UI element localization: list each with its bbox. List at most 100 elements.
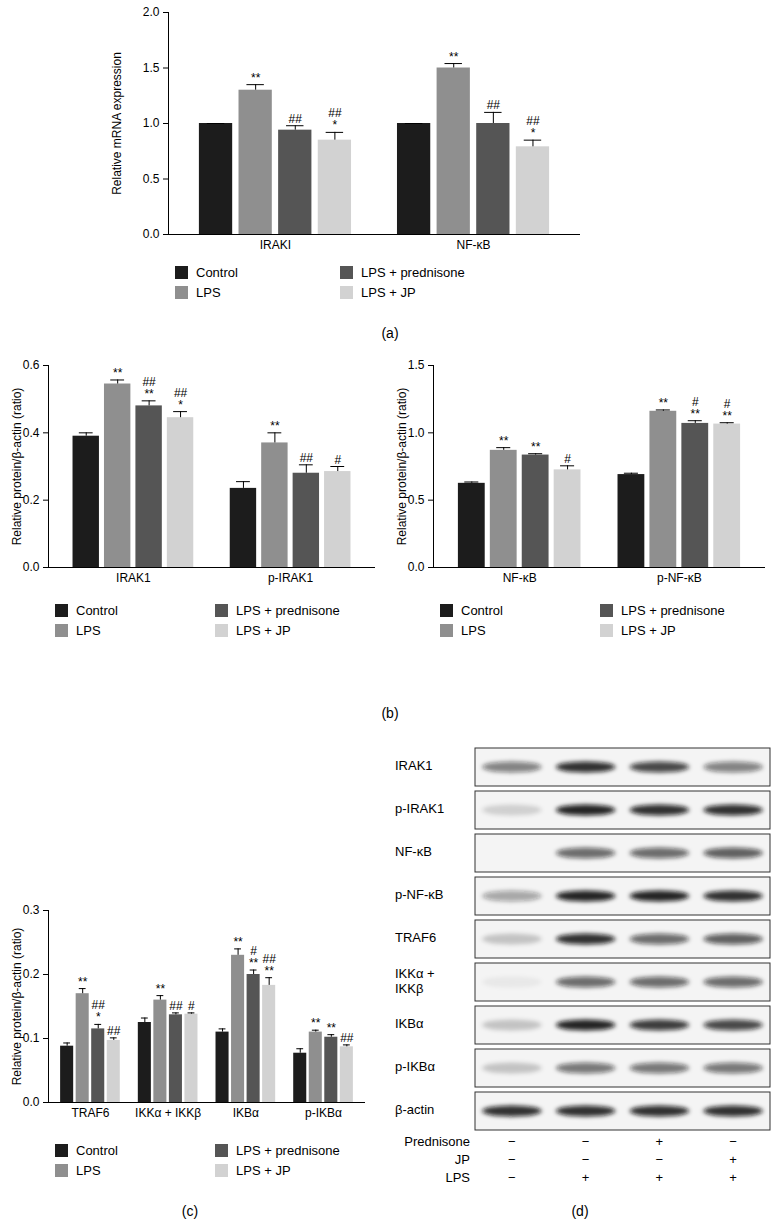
svg-text:0.1: 0.1 [23, 1031, 40, 1045]
svg-text:0.2: 0.2 [23, 967, 40, 981]
svg-text:##*: ##* [526, 114, 540, 140]
svg-text:IKKα + IKKβ: IKKα + IKKβ [135, 1106, 201, 1120]
svg-text:p-IKBα: p-IKBα [305, 1106, 342, 1120]
html-text:LPS: LPS [461, 622, 486, 638]
html-text:LPS + prednisone: LPS + prednisone [361, 264, 465, 280]
svg-text:**: ** [78, 975, 88, 989]
html-text:LPS + JP: LPS + JP [621, 622, 676, 638]
svg-text:0.0: 0.0 [143, 227, 160, 241]
svg-text:0.0: 0.0 [23, 560, 40, 574]
svg-text:NF-κB: NF-κB [457, 238, 491, 252]
svg-text:0.2: 0.2 [23, 493, 40, 507]
svg-text:+: + [582, 1170, 590, 1185]
svg-text:TRAF6: TRAF6 [71, 1106, 109, 1120]
svg-text:Prednisone: Prednisone [404, 1134, 470, 1149]
html-text:LPS: LPS [76, 1162, 101, 1178]
svg-text:Relative protein/β-actin (rati: Relative protein/β-actin (ratio) [395, 388, 409, 546]
html-text:LPS: LPS [196, 284, 221, 300]
svg-text:1.5: 1.5 [143, 61, 160, 75]
html-text:LPS + JP: LPS + JP [236, 622, 291, 638]
svg-text:0.4: 0.4 [23, 426, 40, 440]
svg-text:+: + [656, 1134, 664, 1149]
svg-text:**: ** [531, 440, 541, 454]
svg-text:JP: JP [455, 1152, 470, 1167]
svg-text:#: # [334, 453, 341, 467]
svg-text:**: ** [449, 50, 459, 64]
svg-text:**: ** [233, 935, 243, 949]
html-text:Control: Control [76, 602, 118, 618]
svg-text:0.0: 0.0 [408, 560, 425, 574]
svg-text:IKBα: IKBα [395, 1016, 424, 1031]
svg-text:NF-κB: NF-κB [503, 571, 537, 585]
svg-text:##: ## [107, 1024, 121, 1038]
svg-text:LPS: LPS [445, 1170, 470, 1185]
html-text:LPS + prednisone: LPS + prednisone [236, 602, 340, 618]
svg-text:#: # [188, 999, 195, 1013]
svg-text:+: + [656, 1170, 664, 1185]
html-text:LPS + JP: LPS + JP [361, 284, 416, 300]
svg-text:−: − [508, 1134, 516, 1149]
svg-text:0.5: 0.5 [143, 172, 160, 186]
svg-text:**: ** [156, 982, 166, 996]
svg-text:0.5: 0.5 [408, 493, 425, 507]
svg-text:p-IRAK1: p-IRAK1 [395, 801, 444, 816]
svg-text:##: ## [487, 98, 501, 112]
svg-text:**: ** [251, 71, 261, 85]
svg-text:p-IRAK1: p-IRAK1 [268, 571, 314, 585]
svg-text:1.0: 1.0 [143, 116, 160, 130]
svg-text:p-NF-κB: p-NF-κB [395, 887, 443, 902]
svg-text:**: ** [499, 434, 509, 448]
html-text:Control: Control [76, 1142, 118, 1158]
html-text:LPS + prednisone: LPS + prednisone [236, 1142, 340, 1158]
svg-text:**: ** [659, 396, 669, 410]
svg-text:0.0: 0.0 [23, 1095, 40, 1109]
svg-text:##*: ##* [174, 386, 188, 412]
svg-text:**: ** [270, 419, 280, 433]
html-text:LPS: LPS [76, 622, 101, 638]
svg-text:#**: #** [691, 395, 701, 421]
svg-text:+: + [729, 1170, 737, 1185]
svg-text:1.5: 1.5 [408, 358, 425, 372]
svg-text:2.0: 2.0 [143, 5, 160, 19]
svg-text:p-NF-κB: p-NF-κB [657, 571, 702, 585]
svg-text:Relative mRNA expression: Relative mRNA expression [110, 52, 124, 195]
svg-text:##: ## [289, 112, 303, 126]
svg-text:##: ## [340, 1031, 354, 1045]
svg-text:##*: ##* [92, 998, 106, 1024]
svg-text:IRAKI: IRAKI [260, 238, 291, 252]
svg-text:##: ## [300, 451, 314, 465]
html-text:Control: Control [461, 602, 503, 618]
svg-text:Relative protein/β-actin (rati: Relative protein/β-actin (ratio) [10, 388, 24, 546]
html-text:LPS + prednisone: LPS + prednisone [621, 602, 725, 618]
html-text:Control: Control [196, 264, 238, 280]
svg-text:Relative protein/β-actin (rati: Relative protein/β-actin (ratio) [10, 928, 24, 1086]
svg-text:IKBα: IKBα [233, 1106, 259, 1120]
svg-text:−: − [508, 1170, 516, 1185]
svg-text:1.0: 1.0 [408, 426, 425, 440]
svg-text:#**: #** [249, 944, 259, 970]
svg-text:IRAK1: IRAK1 [395, 758, 433, 773]
svg-text:**: ** [327, 1021, 337, 1035]
svg-text:**: ** [113, 366, 123, 380]
svg-text:##: ## [169, 999, 183, 1013]
svg-text:##**: ##** [142, 375, 156, 401]
svg-text:−: − [508, 1152, 516, 1167]
svg-text:IRAK1: IRAK1 [116, 571, 151, 585]
svg-text:IKKα +IKKβ: IKKα +IKKβ [395, 966, 435, 996]
svg-text:−: − [729, 1134, 737, 1149]
svg-text:0.6: 0.6 [23, 358, 40, 372]
svg-text:##**: ##** [262, 952, 276, 978]
svg-text:#**: #** [723, 397, 733, 423]
svg-text:β-actin: β-actin [395, 1102, 434, 1117]
svg-text:0.3: 0.3 [23, 903, 40, 917]
svg-text:TRAF6: TRAF6 [395, 930, 436, 945]
svg-text:−: − [656, 1152, 664, 1167]
svg-text:NF-κB: NF-κB [395, 844, 432, 859]
svg-text:#: # [564, 452, 571, 466]
svg-text:−: − [582, 1152, 590, 1167]
svg-text:p-IKBα: p-IKBα [395, 1059, 436, 1074]
svg-text:##*: ##* [328, 106, 342, 132]
svg-text:−: − [582, 1134, 590, 1149]
svg-text:**: ** [311, 1016, 321, 1030]
svg-text:+: + [729, 1152, 737, 1167]
